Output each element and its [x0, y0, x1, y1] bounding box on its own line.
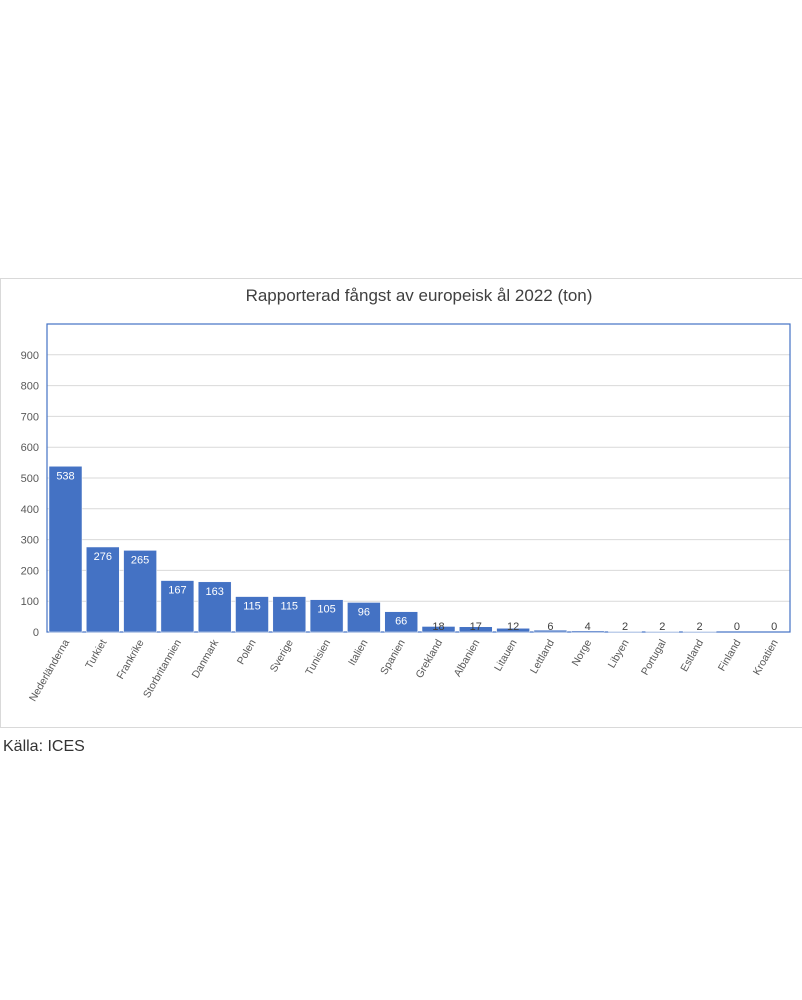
y-tick-label: 700	[21, 411, 39, 423]
data-label: 66	[395, 616, 407, 628]
y-tick-label: 800	[21, 381, 39, 393]
bar-chart: 0100200300400500600700800900538Nederländ…	[21, 323, 791, 704]
chart-frame	[0, 278, 802, 728]
x-tick-label: Estland	[678, 637, 706, 673]
bar	[496, 628, 530, 633]
bar	[197, 581, 232, 633]
data-label: 167	[168, 585, 186, 597]
bar	[160, 580, 195, 633]
data-label: 538	[56, 470, 74, 482]
data-label: 0	[771, 621, 777, 633]
data-label: 6	[547, 621, 553, 633]
x-tick-label: Nederländerna	[27, 637, 72, 703]
bar	[608, 631, 642, 633]
bar	[533, 629, 568, 633]
x-tick-label: Portugal	[639, 638, 669, 678]
y-tick-label: 400	[21, 504, 39, 516]
bar	[123, 550, 157, 633]
x-tick-label: Frankrike	[114, 637, 146, 681]
data-label: 276	[94, 551, 112, 563]
bar	[384, 611, 418, 633]
x-tick-label: Italien	[346, 637, 370, 667]
data-label: 105	[317, 604, 335, 616]
x-tick-label: Turkiet	[83, 637, 109, 671]
bar	[421, 626, 456, 633]
y-tick-label: 900	[21, 350, 39, 362]
data-label: 17	[470, 621, 482, 633]
data-label: 265	[131, 554, 149, 566]
x-tick-label: Danmark	[190, 637, 222, 681]
data-label: 2	[622, 621, 628, 633]
x-tick-label: Tunisien	[303, 637, 333, 677]
bar	[459, 626, 493, 633]
data-label: 96	[358, 606, 370, 618]
data-label: 2	[659, 621, 665, 633]
data-label: 115	[281, 601, 299, 613]
y-tick-label: 300	[21, 535, 39, 547]
y-tick-label: 200	[21, 565, 39, 577]
x-tick-label: Storbritannien	[141, 637, 184, 700]
x-tick-label: Lettland	[528, 637, 557, 675]
chart-title: Rapporterad fångst av europeisk ål 2022 …	[245, 286, 593, 305]
x-tick-label: Libyen	[606, 637, 632, 670]
y-tick-label: 100	[21, 596, 39, 608]
data-label: 12	[507, 621, 519, 633]
data-label: 0	[734, 621, 740, 633]
data-label: 2	[697, 621, 703, 633]
x-tick-label: Sverige	[268, 637, 296, 674]
bar	[682, 631, 717, 633]
x-tick-label: Litauen	[492, 637, 520, 673]
bar	[309, 599, 344, 633]
data-label: 163	[206, 586, 224, 598]
bar	[347, 602, 381, 633]
x-tick-label: Norge	[570, 637, 595, 668]
bar	[645, 631, 680, 633]
y-tick-label: 500	[21, 473, 39, 485]
x-tick-label: Polen	[235, 637, 259, 666]
data-label: 18	[432, 621, 444, 633]
source-note: Källa: ICES	[3, 738, 85, 755]
bar	[272, 596, 307, 633]
data-label: 4	[585, 621, 591, 633]
x-tick-label: Spanien	[378, 637, 408, 677]
x-tick-label: Albanien	[452, 637, 483, 679]
bar	[86, 546, 120, 633]
bar	[48, 466, 83, 633]
data-label: 115	[243, 601, 261, 613]
bar	[570, 630, 605, 633]
x-tick-label: Finland	[716, 637, 744, 673]
x-tick-label: Grekland	[413, 637, 445, 680]
bar	[235, 596, 269, 633]
plot-area-border	[46, 323, 791, 633]
y-tick-label: 0	[33, 627, 39, 639]
x-tick-label: Kroatien	[751, 637, 781, 677]
y-tick-label: 600	[21, 442, 39, 454]
